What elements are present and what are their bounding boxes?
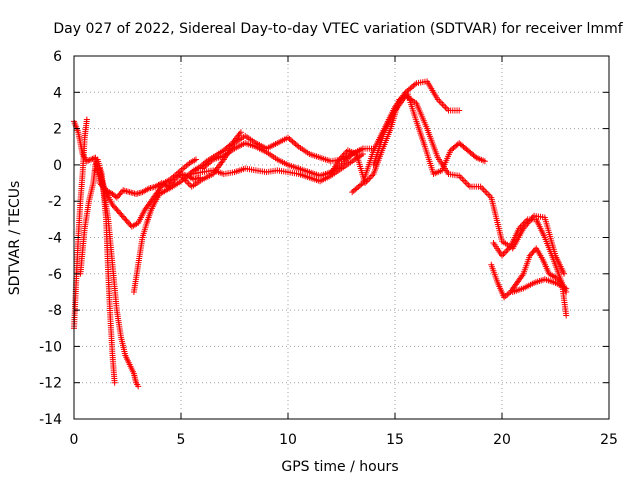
x-tick-label: 0 [70,432,79,448]
data-point [118,188,125,195]
y-tick-label: -2 [48,194,62,210]
sat-trace-6 [96,156,199,230]
y-tick-label: 4 [53,85,62,101]
data-point [471,153,478,160]
data-point [113,206,120,213]
x-tick-label: 10 [279,432,297,448]
sat-trace-15 [509,276,570,295]
chart-title: Day 027 of 2022, Sidereal Day-to-day VTE… [53,21,623,37]
sat-trace-13 [488,245,570,319]
data-point [359,145,366,152]
sat-trace-9 [188,151,366,185]
y-tick-label: -10 [39,339,62,355]
y-tick-label: -8 [48,303,62,319]
data-point [114,207,121,214]
data-point [121,214,128,221]
data-point [117,190,124,197]
data-points [71,78,570,390]
y-tick-label: 0 [53,158,62,174]
y-tick-label: 6 [53,49,62,65]
x-tick-label: 5 [177,432,186,448]
data-point [83,116,90,123]
data-point [118,211,125,218]
data-point [530,248,537,255]
data-point [481,158,488,165]
data-point [456,107,463,114]
data-point [123,217,130,224]
data-point [561,270,568,277]
data-point [111,379,118,386]
data-point [563,312,570,319]
x-tick-label: 25 [600,432,618,448]
axes: 0 5 10 15 20 25 -14 -12 -10 -8 -6 -4 -2 0 2 4 6 [39,49,618,448]
x-tick-label: 15 [386,432,404,448]
data-point [563,285,570,292]
y-tick-label: 2 [53,122,62,138]
y-tick-label: -6 [48,267,62,283]
data-point [122,216,129,223]
data-point [526,252,533,259]
data-point [119,213,126,220]
x-axis-label: GPS time / hours [281,459,398,475]
y-tick-label: -4 [48,231,62,247]
data-point [89,155,96,162]
data-point [113,194,120,201]
data-point [115,209,122,216]
sat-trace-8 [199,140,366,179]
sat-trace-14 [490,216,570,295]
y-tick-label: -14 [39,412,62,428]
data-point [86,157,93,164]
data-point [528,251,535,258]
y-tick-label: -12 [39,376,62,392]
data-point [359,151,366,158]
data-point [117,210,124,217]
data-point [135,383,142,390]
data-point [124,219,131,226]
x-tick-label: 20 [493,432,511,448]
data-point [112,204,119,211]
y-axis-label: SDTVAR / TECUs [7,181,23,296]
data-point [237,129,244,136]
data-point [529,249,536,256]
data-point [115,193,122,200]
data-point [116,191,123,198]
data-point [109,201,116,208]
data-point [93,166,100,173]
data-point [192,156,199,163]
data-point [126,220,133,227]
sat-trace-4 [92,165,142,390]
data-point [110,203,117,210]
